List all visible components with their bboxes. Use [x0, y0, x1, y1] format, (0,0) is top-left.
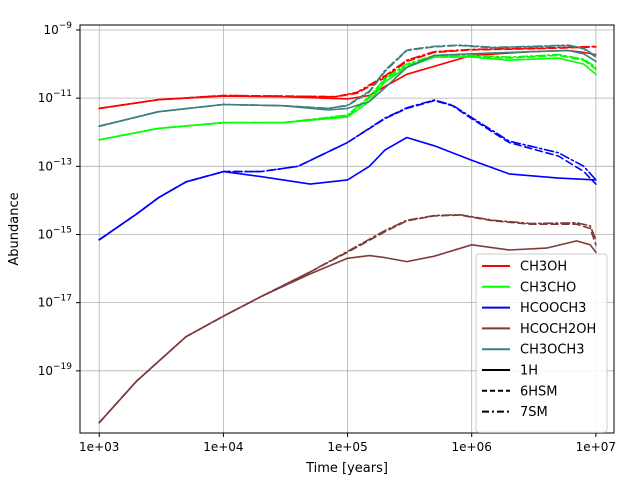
x-tick-label: 1e+04 [203, 440, 243, 454]
y-tick-label: 10−15 [38, 225, 72, 241]
y-tick-label: 10−13 [38, 157, 72, 173]
x-axis-label: Time [years] [305, 461, 388, 476]
y-tick-base: 10 [38, 91, 53, 105]
x-axis-ticks: 1e+03 1e+04 1e+05 1e+06 1e+07 [79, 433, 616, 454]
legend: CH3OH CH3CHO HCOOCH3 HCOCH2OH CH3OCH3 1H 6HSM 7… [475, 253, 608, 433]
legend-box [475, 253, 608, 433]
x-tick-label: 1e+03 [79, 440, 119, 454]
x-tick-label: 1e+07 [576, 440, 616, 454]
y-tick-label: 10−17 [38, 294, 72, 310]
y-tick-exponent: −19 [53, 362, 72, 372]
legend-species-ch3och3-label: CH3OCH3 [520, 343, 584, 358]
legend-model-7sm-label: 7SM [520, 405, 548, 420]
y-tick-label: 10−11 [38, 89, 72, 105]
legend-model-1h-label: 1H [520, 364, 538, 379]
y-tick-exponent: −11 [53, 89, 72, 99]
series-line-ch3cho-7sm [98, 53, 597, 141]
series-line-ch3oh-7sm [98, 45, 597, 110]
y-tick-label: 10−19 [38, 362, 73, 378]
y-tick-exponent: −15 [53, 225, 72, 235]
y-tick-exponent: −17 [53, 294, 72, 304]
y-tick-base: 10 [38, 159, 53, 173]
y-tick-exponent: −13 [53, 157, 72, 167]
legend-species-hcooch3-label: HCOOCH3 [520, 301, 586, 316]
plot-frame [79, 24, 615, 434]
series-line-hcoch2oh-7sm [98, 213, 597, 424]
y-tick-base: 10 [38, 227, 53, 241]
legend-model-6hsm-label: 6HSM [520, 384, 558, 399]
series-line-hcooch3-7sm [98, 99, 597, 241]
legend-species-hcoch2oh-label: HCOCH2OH [520, 322, 596, 337]
y-tick-base: 10 [43, 23, 58, 37]
y-tick-base: 10 [38, 296, 53, 310]
y-tick-exponent: −9 [59, 21, 73, 31]
legend-species-ch3oh-label: CH3OH [520, 260, 567, 275]
x-tick-label: 1e+06 [452, 440, 492, 454]
legend-species-ch3cho-label: CH3CHO [520, 280, 576, 295]
series-line-ch3och3-7sm [98, 44, 597, 127]
y-axis-label: Abundance [7, 192, 22, 265]
y-tick-base: 10 [38, 364, 53, 378]
x-tick-label: 1e+05 [327, 440, 367, 454]
y-tick-label: 10−9 [43, 21, 72, 37]
plot-series [98, 44, 597, 424]
